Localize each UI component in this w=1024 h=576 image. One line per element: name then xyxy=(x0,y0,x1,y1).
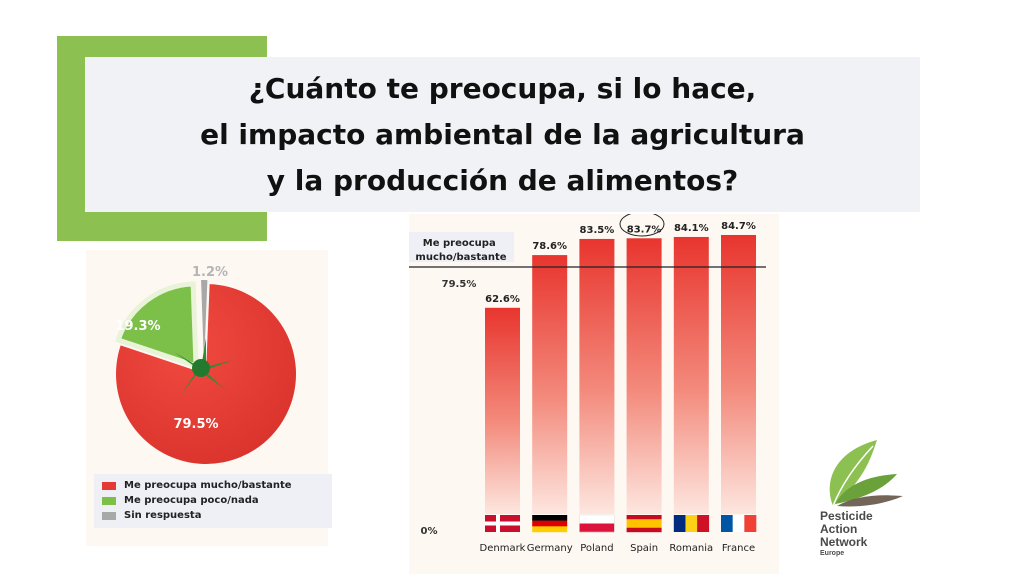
bar-denmark xyxy=(485,307,520,514)
bar-poland xyxy=(579,238,615,515)
category-label-poland: Poland xyxy=(580,543,613,554)
tomato-stem-icon xyxy=(174,338,234,395)
pie-label-sin-respuesta: 1.2% xyxy=(192,265,228,280)
bar-france xyxy=(721,234,756,515)
legend-item-mucho: Me preocupa mucho/bastante xyxy=(94,478,332,493)
pie-slice-poco xyxy=(115,281,199,370)
bar-value-denmark: 62.6% xyxy=(485,294,520,305)
legend-swatch-red xyxy=(102,481,116,490)
bar-chart-panel: 62.6% Denmark 78.6% Germany 83.5% Poland 83.7%… xyxy=(409,214,779,574)
pie-label-mucho: 79.5% xyxy=(173,417,218,432)
flag-spain-icon xyxy=(626,515,662,533)
bar-romania xyxy=(673,236,709,514)
bar-value-germany: 78.6% xyxy=(532,241,567,252)
bar-value-romania: 84.1% xyxy=(674,223,709,234)
bar-chart: 62.6% Denmark 78.6% Germany 83.5% Poland 83.7%… xyxy=(409,214,766,554)
bar-value-spain: 83.7% xyxy=(627,224,662,235)
flag-denmark-icon xyxy=(485,515,520,532)
flag-poland-icon xyxy=(579,514,615,533)
flag-romania-icon xyxy=(673,515,710,532)
leaf-logo-icon xyxy=(829,440,903,507)
legend-label-poco: Me preocupa poco/nada xyxy=(124,495,259,506)
pie-legend: Me preocupa mucho/bastante Me preocupa p… xyxy=(94,474,332,528)
reference-line-label: 79.5% xyxy=(442,279,477,290)
bar-germany xyxy=(532,255,568,515)
category-label-spain: Spain xyxy=(630,543,658,554)
title-box: ¿Cuánto te preocupa, si lo hace, el impa… xyxy=(85,57,920,212)
pie-label-poco: 19.3% xyxy=(115,319,160,334)
bar-spain xyxy=(626,238,662,514)
legend-item-sin-respuesta: Sin respuesta xyxy=(94,508,332,523)
pie-slice-sin-respuesta xyxy=(201,280,208,364)
zero-label: 0% xyxy=(421,526,438,537)
category-label-germany: Germany xyxy=(527,543,573,554)
bar-value-poland: 83.5% xyxy=(580,225,615,236)
series-label: Me preocupa mucho/bastante xyxy=(415,238,506,263)
logo-line-3: Network xyxy=(820,535,868,549)
title-line-1: ¿Cuánto te preocupa, si lo hace, xyxy=(248,71,757,105)
title-line-2: el impacto ambiental de la agricultura xyxy=(200,117,805,151)
logo-sub: Europe xyxy=(820,550,845,557)
category-label-romania: Romania xyxy=(669,543,713,554)
logo-text: Pesticide Action Network Europe xyxy=(820,510,873,558)
legend-label-mucho: Me preocupa mucho/bastante xyxy=(124,480,292,491)
category-label-france: France xyxy=(722,543,755,554)
legend-swatch-green xyxy=(102,496,116,505)
logo-line-2: Action xyxy=(820,522,858,536)
legend-swatch-grey xyxy=(102,511,116,520)
legend-label-sin-respuesta: Sin respuesta xyxy=(124,510,202,521)
legend-item-poco: Me preocupa poco/nada xyxy=(94,493,332,508)
category-label-denmark: Denmark xyxy=(480,543,526,554)
flag-france-icon xyxy=(721,515,757,532)
flag-germany-icon xyxy=(532,515,568,533)
logo-line-1: Pesticide xyxy=(820,509,873,523)
spain-highlight-circle xyxy=(619,214,665,237)
bar-value-france: 84.7% xyxy=(721,221,756,232)
title-line-3: y la producción de alimentos? xyxy=(266,163,739,197)
series-label-box xyxy=(409,232,514,262)
pie-chart-panel: 79.5% 19.3% 1.2% Me preocupa mucho/basta… xyxy=(86,250,332,546)
pie-chart: 79.5% 19.3% 1.2% xyxy=(115,265,297,464)
pesticide-action-network-logo: Pesticide Action Network Europe xyxy=(815,436,925,566)
